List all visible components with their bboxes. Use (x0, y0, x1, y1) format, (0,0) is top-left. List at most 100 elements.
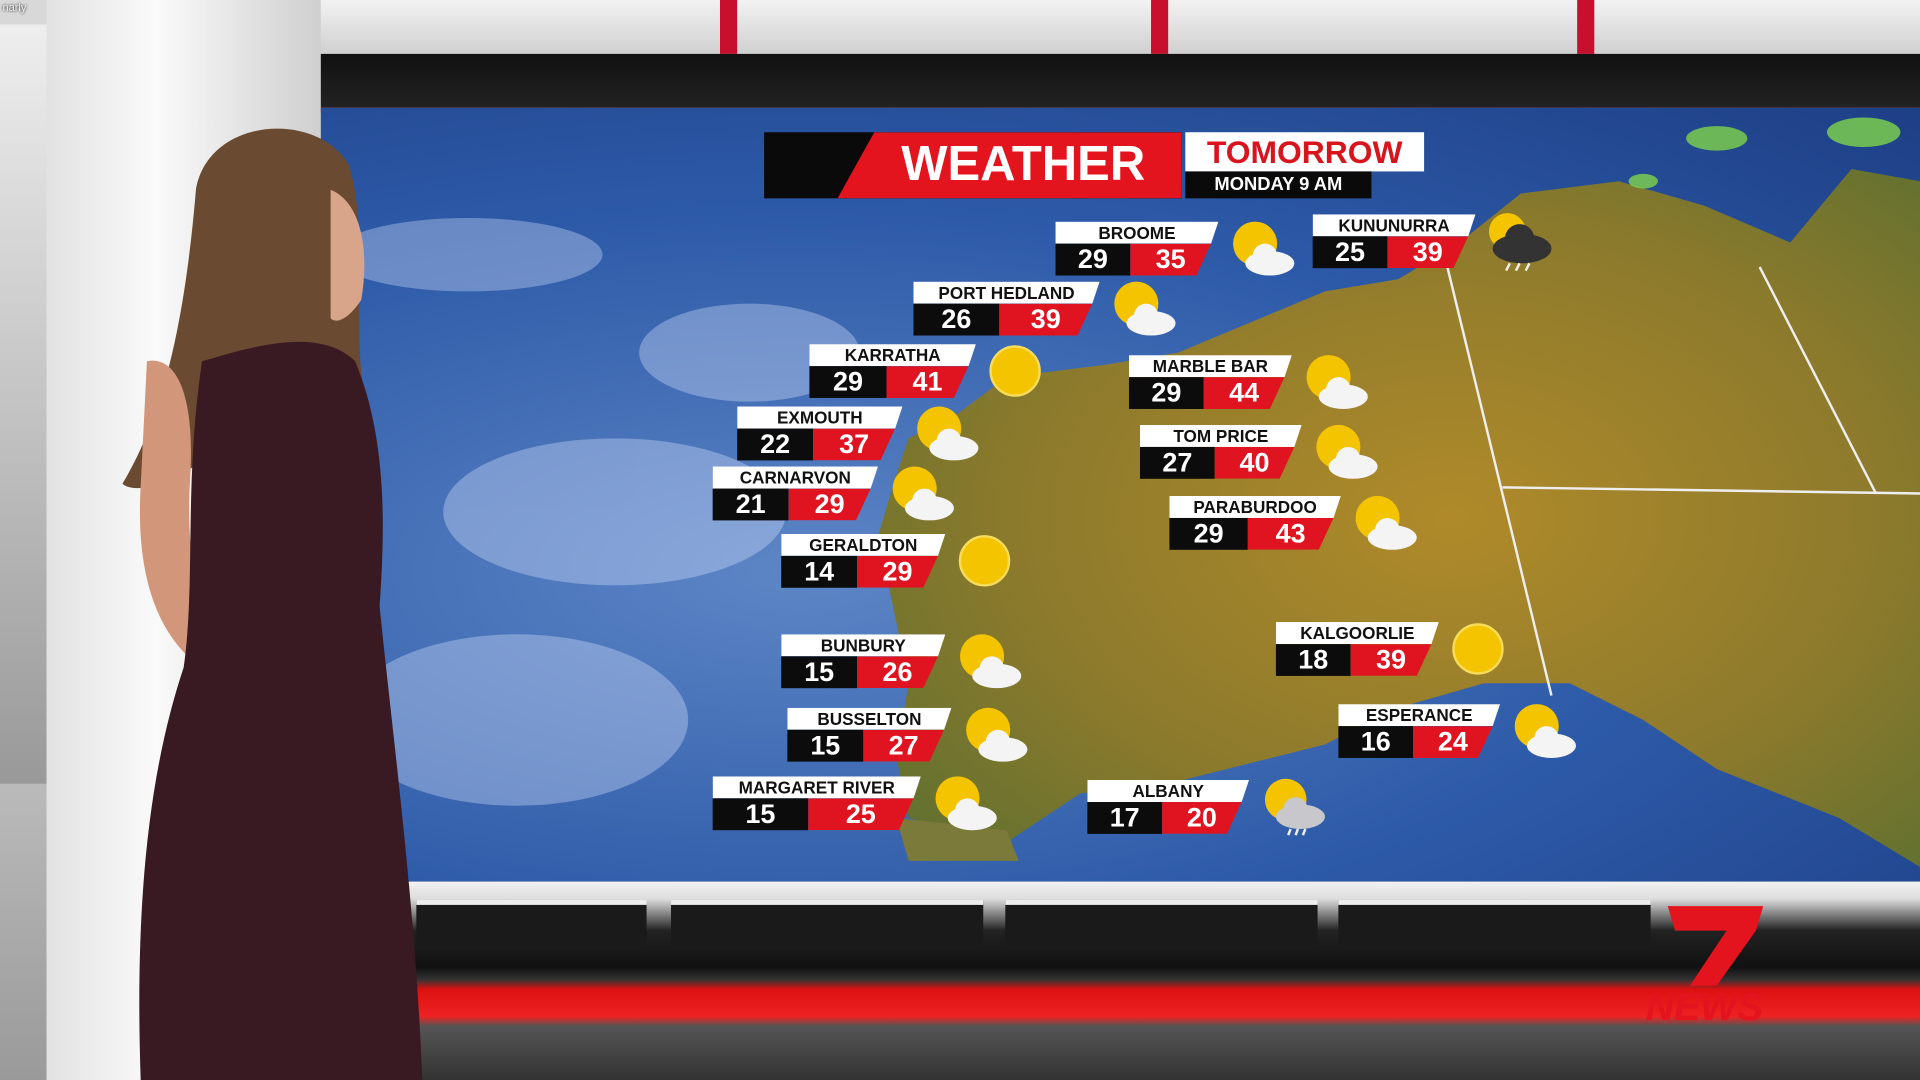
max-temp: 25 (808, 798, 913, 830)
sun-icon (989, 345, 1041, 397)
min-temp: 21 (712, 488, 789, 521)
header-date: MONDAY 9 AM (1185, 171, 1372, 199)
max-temp: 44 (1204, 377, 1285, 409)
min-temp: 29 (1128, 377, 1204, 409)
min-temp: 22 (737, 428, 814, 461)
min-temp: 15 (781, 656, 858, 689)
sun-cloud-icon (1355, 495, 1417, 550)
city-forecast-kununurra: KUNUNURRA 25 39 (1312, 214, 1476, 269)
min-temp: 16 (1338, 726, 1414, 758)
temp-row: 26 39 (913, 303, 1099, 336)
city-name: KALGOORLIE (1276, 622, 1439, 644)
max-temp: 43 (1248, 518, 1334, 550)
temp-row: 27 40 (1140, 446, 1302, 479)
city-forecast-bunbury: BUNBURY 15 26 (781, 634, 945, 689)
city-name: KUNUNURRA (1313, 214, 1476, 236)
city-forecast-margaret-river: MARGARET RIVER 15 25 (712, 776, 921, 831)
max-temp: 24 (1413, 726, 1493, 758)
svg-text:NEWS: NEWS (1646, 986, 1764, 1029)
header-subtitle: TOMORROW (1185, 132, 1425, 172)
min-temp: 27 (1140, 446, 1215, 479)
min-temp: 29 (809, 366, 887, 398)
sun-cloud-icon (892, 466, 954, 521)
city-name: KARRATHA (809, 344, 976, 366)
city-forecast-albany: ALBANY 17 20 (1087, 780, 1249, 834)
max-temp: 39 (1351, 644, 1432, 676)
city-name: BROOME (1056, 222, 1219, 244)
rain-radar (1628, 117, 1901, 189)
presenter-dress (139, 341, 423, 1080)
min-temp: 15 (712, 798, 809, 831)
temp-row: 14 29 (781, 555, 945, 588)
sun-cloud-icon (1233, 221, 1295, 276)
city-name: BUSSELTON (787, 708, 951, 730)
temp-row: 29 44 (1128, 377, 1292, 409)
sun-cloud-icon (966, 707, 1028, 762)
sun-cloud-icon (917, 406, 979, 461)
temp-row: 16 24 (1338, 726, 1500, 758)
floor-panel (1005, 900, 1318, 952)
city-forecast-geraldton: GERALDTON 14 29 (781, 534, 945, 588)
min-temp: 29 (1169, 517, 1248, 550)
min-temp: 14 (781, 555, 858, 588)
city-forecast-marble-bar: MARBLE BAR 29 44 (1128, 355, 1292, 409)
max-temp: 39 (1387, 236, 1468, 268)
temp-row: 15 25 (712, 798, 921, 831)
temp-row: 29 35 (1055, 243, 1219, 276)
sun-icon (1452, 623, 1504, 675)
min-temp: 29 (1055, 243, 1131, 276)
max-temp: 20 (1162, 802, 1242, 834)
temp-row: 21 29 (712, 488, 878, 521)
city-name: ESPERANCE (1338, 704, 1500, 726)
logo-seven (1667, 906, 1764, 986)
storm-cloud-icon (1488, 213, 1552, 272)
city-name: CARNARVON (713, 467, 878, 489)
studio-wall (0, 24, 47, 784)
city-name: PARABURDOO (1169, 496, 1340, 518)
max-temp: 26 (857, 656, 938, 688)
min-temp: 26 (913, 303, 1000, 336)
min-temp: 15 (787, 729, 864, 762)
presenter (122, 128, 423, 1080)
sun-cloud-icon (1316, 424, 1378, 479)
header-title: WEATHER (901, 137, 1146, 192)
city-forecast-carnarvon: CARNARVON 21 29 (712, 467, 878, 521)
city-forecast-tom-price: TOM PRICE 27 40 (1140, 425, 1302, 479)
ceiling-accent (1151, 0, 1169, 54)
city-forecast-paraburdoo: PARABURDOO 29 43 (1169, 496, 1340, 550)
max-temp: 37 (813, 429, 895, 461)
city-forecast-busselton: BUSSELTON 15 27 (787, 708, 951, 762)
max-temp: 40 (1215, 447, 1295, 479)
presenter-face (330, 189, 365, 321)
max-temp: 29 (857, 556, 938, 588)
ceiling-accent (720, 0, 738, 54)
city-name: GERALDTON (781, 534, 945, 556)
sun-icon (958, 535, 1011, 587)
sun-cloud-icon (1306, 355, 1368, 409)
temp-row: 29 41 (809, 366, 976, 398)
sun-cloud-icon (935, 776, 997, 831)
city-name: MARGARET RIVER (713, 776, 921, 798)
state-borders (1446, 266, 1920, 696)
header-red-block (837, 132, 1182, 199)
city-name: EXMOUTH (737, 407, 902, 429)
city-forecast-port-hedland: PORT HEDLAND 26 39 (913, 282, 1099, 336)
cloud-cover (333, 217, 860, 806)
max-temp: 35 (1130, 244, 1211, 276)
corner-caption: narly (2, 1, 27, 14)
temp-row: 18 39 (1275, 644, 1439, 676)
temp-row: 15 27 (787, 729, 951, 762)
sun-cloud-icon (1114, 281, 1176, 336)
min-temp: 17 (1087, 802, 1163, 834)
city-forecast-esperance: ESPERANCE 16 24 (1338, 704, 1500, 758)
city-forecast-kalgoorlie: KALGOORLIE 18 39 (1275, 622, 1439, 676)
city-name: TOM PRICE (1140, 425, 1302, 447)
sun-cloud-icon (1514, 704, 1576, 758)
tasmania-cape (896, 817, 1019, 861)
sun-cloud-icon (960, 634, 1022, 689)
sun-rain-icon (1264, 778, 1325, 836)
city-forecast-exmouth: EXMOUTH 22 37 (737, 407, 902, 461)
city-name: PORT HEDLAND (913, 282, 1099, 304)
max-temp: 41 (887, 366, 969, 398)
